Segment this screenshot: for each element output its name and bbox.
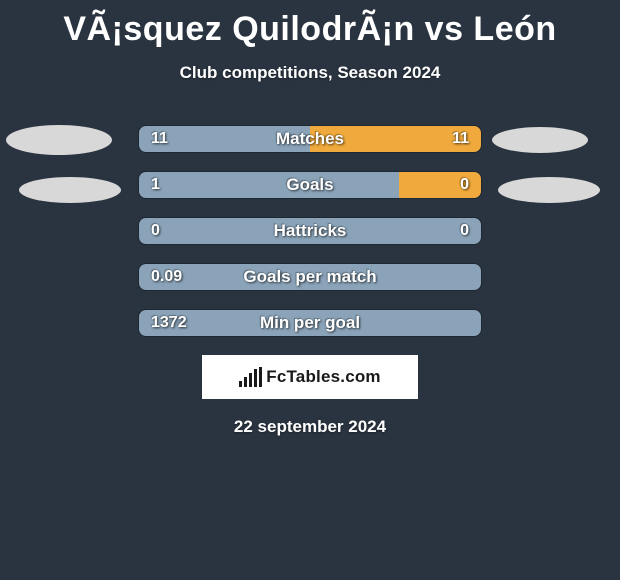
stat-value-right: 11 xyxy=(452,126,469,152)
player-avatar-right-2 xyxy=(498,177,600,203)
date-label: 22 september 2024 xyxy=(0,417,620,437)
stat-value-right: 0 xyxy=(460,218,469,244)
player-avatar-left-2 xyxy=(19,177,121,203)
stat-label: Min per goal xyxy=(139,310,481,336)
brand-badge[interactable]: FcTables.com xyxy=(202,355,418,399)
player-avatar-right-1 xyxy=(492,127,588,153)
stat-row: 0 Hattricks 0 xyxy=(138,217,482,245)
page-title: VÃ¡squez QuilodrÃ¡n vs León xyxy=(0,0,620,49)
stat-row: 1 Goals 0 xyxy=(138,171,482,199)
stat-row: 11 Matches 11 xyxy=(138,125,482,153)
stat-label: Hattricks xyxy=(139,218,481,244)
page-subtitle: Club competitions, Season 2024 xyxy=(0,63,620,83)
stat-rows: 11 Matches 11 1 Goals 0 0 Hattricks 0 0.… xyxy=(138,125,482,337)
stat-label: Matches xyxy=(139,126,481,152)
bar-chart-icon xyxy=(239,367,262,387)
brand-text: FcTables.com xyxy=(266,367,381,387)
player-avatar-left-1 xyxy=(6,125,112,155)
stat-label: Goals per match xyxy=(139,264,481,290)
stat-label: Goals xyxy=(139,172,481,198)
stat-row: 1372 Min per goal xyxy=(138,309,482,337)
stat-row: 0.09 Goals per match xyxy=(138,263,482,291)
comparison-chart: 11 Matches 11 1 Goals 0 0 Hattricks 0 0.… xyxy=(0,125,620,337)
stat-value-right: 0 xyxy=(460,172,469,198)
